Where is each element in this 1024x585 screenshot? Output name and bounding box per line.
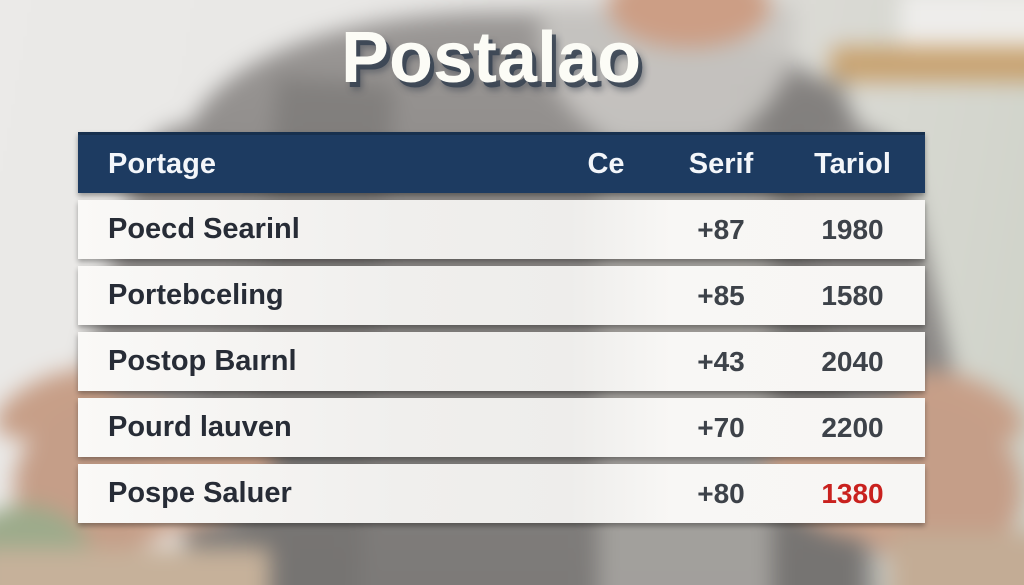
row-tariol-cell: 2040 <box>821 345 884 377</box>
page-title: Postalao <box>340 18 642 98</box>
row-serif-cell: +85 <box>697 279 745 311</box>
row-name-cell: Portebceling <box>108 279 284 311</box>
row-serif-cell: +70 <box>697 411 745 443</box>
row-tariol-cell: 1580 <box>821 279 884 311</box>
background-shelf-objects <box>900 0 1024 50</box>
data-table: Portage Ce Serif Tariol Poecd Searinl +87… <box>78 132 925 523</box>
row-tariol-cell: 1380 <box>821 477 884 509</box>
background-floor-left <box>0 548 270 585</box>
column-header-portage: Portage <box>108 147 216 180</box>
table-row: Pourd lauven +70 2200 <box>78 398 925 457</box>
table-row: Poecd Searinl +87 1980 <box>78 200 925 259</box>
background-wood-shelf <box>830 46 1024 82</box>
table-row: Postop Baırnl +43 2040 <box>78 332 925 391</box>
row-name-cell: Pospe Saluer <box>108 477 292 509</box>
row-serif-cell: +80 <box>697 477 745 509</box>
background-floor-right <box>890 532 1024 585</box>
table-row: Portebceling +85 1580 <box>78 266 925 325</box>
row-name-cell: Postop Baırnl <box>108 345 297 377</box>
column-header-ce: Ce <box>587 147 625 180</box>
column-header-serif: Serif <box>688 147 754 180</box>
row-tariol-cell: 1980 <box>821 213 884 245</box>
row-serif-cell: +87 <box>697 213 745 245</box>
column-header-tariol: Tariol <box>814 147 891 180</box>
row-tariol-cell: 2200 <box>821 411 884 443</box>
table-header-row: Portage Ce Serif Tariol <box>78 132 925 193</box>
table-rows: Poecd Searinl +87 1980 Portebceling +85 1580 P… <box>78 200 925 523</box>
table-row: Pospe Saluer +80 1380 <box>78 464 925 523</box>
row-name-cell: Pourd lauven <box>108 411 292 443</box>
row-serif-cell: +43 <box>697 345 745 377</box>
row-name-cell: Poecd Searinl <box>108 213 300 245</box>
